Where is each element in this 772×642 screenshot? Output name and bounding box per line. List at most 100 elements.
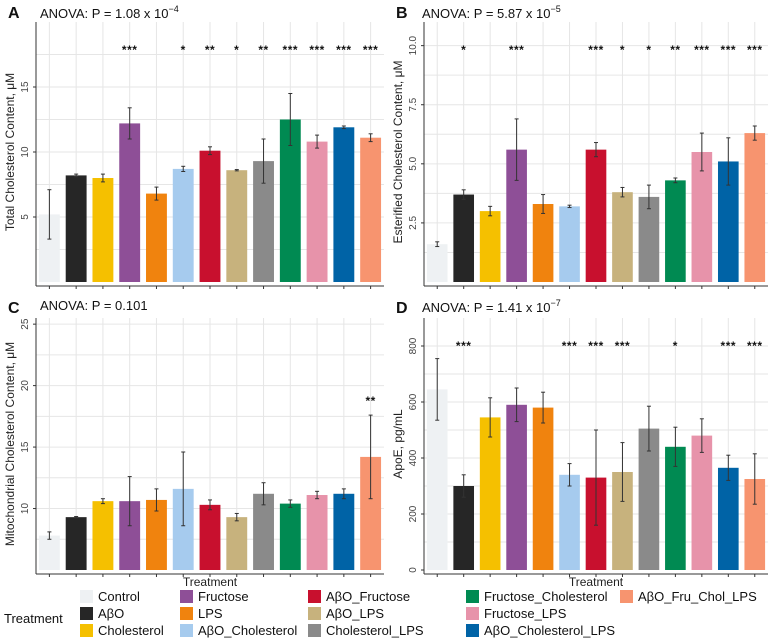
- significance-label: *: [234, 43, 239, 57]
- error-bar: [752, 125, 757, 141]
- error-bar: [514, 118, 519, 181]
- significance-label: *: [620, 43, 625, 57]
- significance-label: ***: [363, 43, 379, 57]
- y-tick-label: 10.0: [408, 35, 419, 55]
- bar-AβO_Fru_Chol_LPS: [360, 456, 382, 570]
- bar-AβO_Cholesterol_LPS: [717, 161, 739, 282]
- y-tick-label: 400: [408, 449, 419, 466]
- legend-item: LPS: [180, 606, 223, 621]
- error-bar: [594, 429, 598, 526]
- error-bar: [341, 488, 346, 500]
- error-bar: [74, 173, 79, 178]
- error-bar: [726, 137, 731, 186]
- legend-swatch: [308, 590, 321, 603]
- legend-item: AβO_Cholesterol_LPS: [466, 623, 615, 638]
- y-tick-label: 10: [20, 146, 31, 158]
- significance-label: ***: [122, 43, 138, 57]
- y-tick-label: 15: [20, 441, 31, 453]
- y-tick-label: 600: [408, 393, 419, 410]
- error-bar: [315, 490, 320, 500]
- legend-label: AβO_Fru_Chol_LPS: [638, 589, 757, 604]
- legend-label: AβO: [98, 606, 124, 621]
- significance-label: ***: [588, 339, 604, 353]
- bar-AβO_Fructose: [585, 149, 607, 282]
- bar-AβO_Cholesterol: [559, 474, 580, 570]
- error-bar: [435, 241, 440, 248]
- bar-AβO: [65, 517, 87, 570]
- panel-d: D ANOVA: P = 1.41 x 10−7*** *** *** *** * *** *…: [391, 298, 768, 589]
- significance-label: *: [646, 43, 651, 57]
- significance-label: ***: [721, 43, 737, 57]
- error-bar: [261, 482, 266, 506]
- y-tick-label: 200: [408, 505, 419, 522]
- bar-LPS: [146, 499, 167, 570]
- legend-label: AβO_LPS: [326, 606, 384, 621]
- bar-AβO_Fructose: [199, 150, 221, 282]
- legend-item: Control: [80, 589, 140, 604]
- error-bar: [154, 186, 159, 201]
- y-tick-label: 800: [408, 337, 419, 354]
- error-bar: [100, 173, 105, 183]
- bar-Control: [38, 535, 60, 570]
- y-tick-label: 15: [20, 81, 31, 93]
- bar-Cholesterol: [479, 417, 501, 570]
- significance-label: **: [205, 43, 215, 57]
- legend-label: Fructose_LPS: [484, 606, 567, 621]
- legend-label: AβO_Cholesterol_LPS: [484, 623, 615, 638]
- bar-Fructose_LPS: [306, 495, 328, 570]
- bar-AβO: [65, 175, 87, 282]
- legend-swatch: [80, 590, 93, 603]
- error-bar: [673, 177, 678, 184]
- legend-swatch: [466, 590, 479, 603]
- bar-Fructose_LPS: [691, 152, 713, 282]
- legend-swatch: [308, 624, 321, 637]
- error-bar: [726, 454, 731, 481]
- y-tick-label: 20: [20, 380, 31, 392]
- significance-label: ***: [721, 339, 737, 353]
- error-bar: [514, 387, 519, 423]
- significance-label: *: [673, 339, 678, 353]
- y-axis-title: Mitochondrial Cholesterol Content, μM: [3, 342, 17, 546]
- significance-label: *: [181, 43, 186, 57]
- legend-swatch: [180, 607, 193, 620]
- significance-label: ***: [309, 43, 325, 57]
- legend-item: Fructose_Cholesterol: [466, 589, 608, 604]
- bar-LPS: [146, 193, 167, 282]
- error-bar: [208, 499, 212, 511]
- bar-AβO_Cholesterol: [172, 168, 194, 282]
- bar-AβO: [453, 194, 475, 282]
- error-bar: [699, 132, 704, 172]
- bar-AβO_Cholesterol_LPS: [333, 127, 355, 282]
- legend-swatch: [180, 590, 193, 603]
- legend-label: Control: [98, 589, 140, 604]
- error-bar: [127, 476, 132, 527]
- x-axis-title: Treatment: [569, 575, 624, 589]
- legend-item: Cholesterol_LPS: [308, 623, 424, 638]
- significance-label: **: [258, 43, 268, 57]
- bar-Fructose: [119, 123, 141, 283]
- error-bar: [699, 418, 704, 453]
- bar-Control: [38, 214, 60, 282]
- error-bar: [288, 499, 293, 508]
- y-tick-label: 2.5: [408, 216, 419, 230]
- error-bar: [234, 512, 239, 522]
- error-bar: [368, 414, 373, 500]
- legend-item: AβO: [80, 606, 124, 621]
- error-bar: [461, 474, 466, 498]
- error-bar: [620, 442, 625, 502]
- bar-AβO_Fru_Chol_LPS: [744, 479, 766, 570]
- error-bar: [288, 93, 293, 146]
- y-axis-title: Total Cholesterol Content, μM: [3, 73, 17, 231]
- bar-AβO: [453, 486, 475, 570]
- significance-label: ***: [615, 339, 631, 353]
- error-bar: [620, 186, 625, 198]
- error-bar: [315, 134, 320, 149]
- panel-letter: B: [396, 5, 408, 22]
- legend-item: Cholesterol: [80, 623, 164, 638]
- significance-label: *: [461, 43, 466, 57]
- bar-AβO_Cholesterol_LPS: [717, 467, 739, 570]
- legend-item: Fructose: [180, 589, 249, 604]
- anova-label: ANOVA: P = 1.41 x 10−7: [422, 298, 561, 315]
- panel-letter: C: [8, 300, 20, 317]
- bar-Control: [426, 389, 448, 570]
